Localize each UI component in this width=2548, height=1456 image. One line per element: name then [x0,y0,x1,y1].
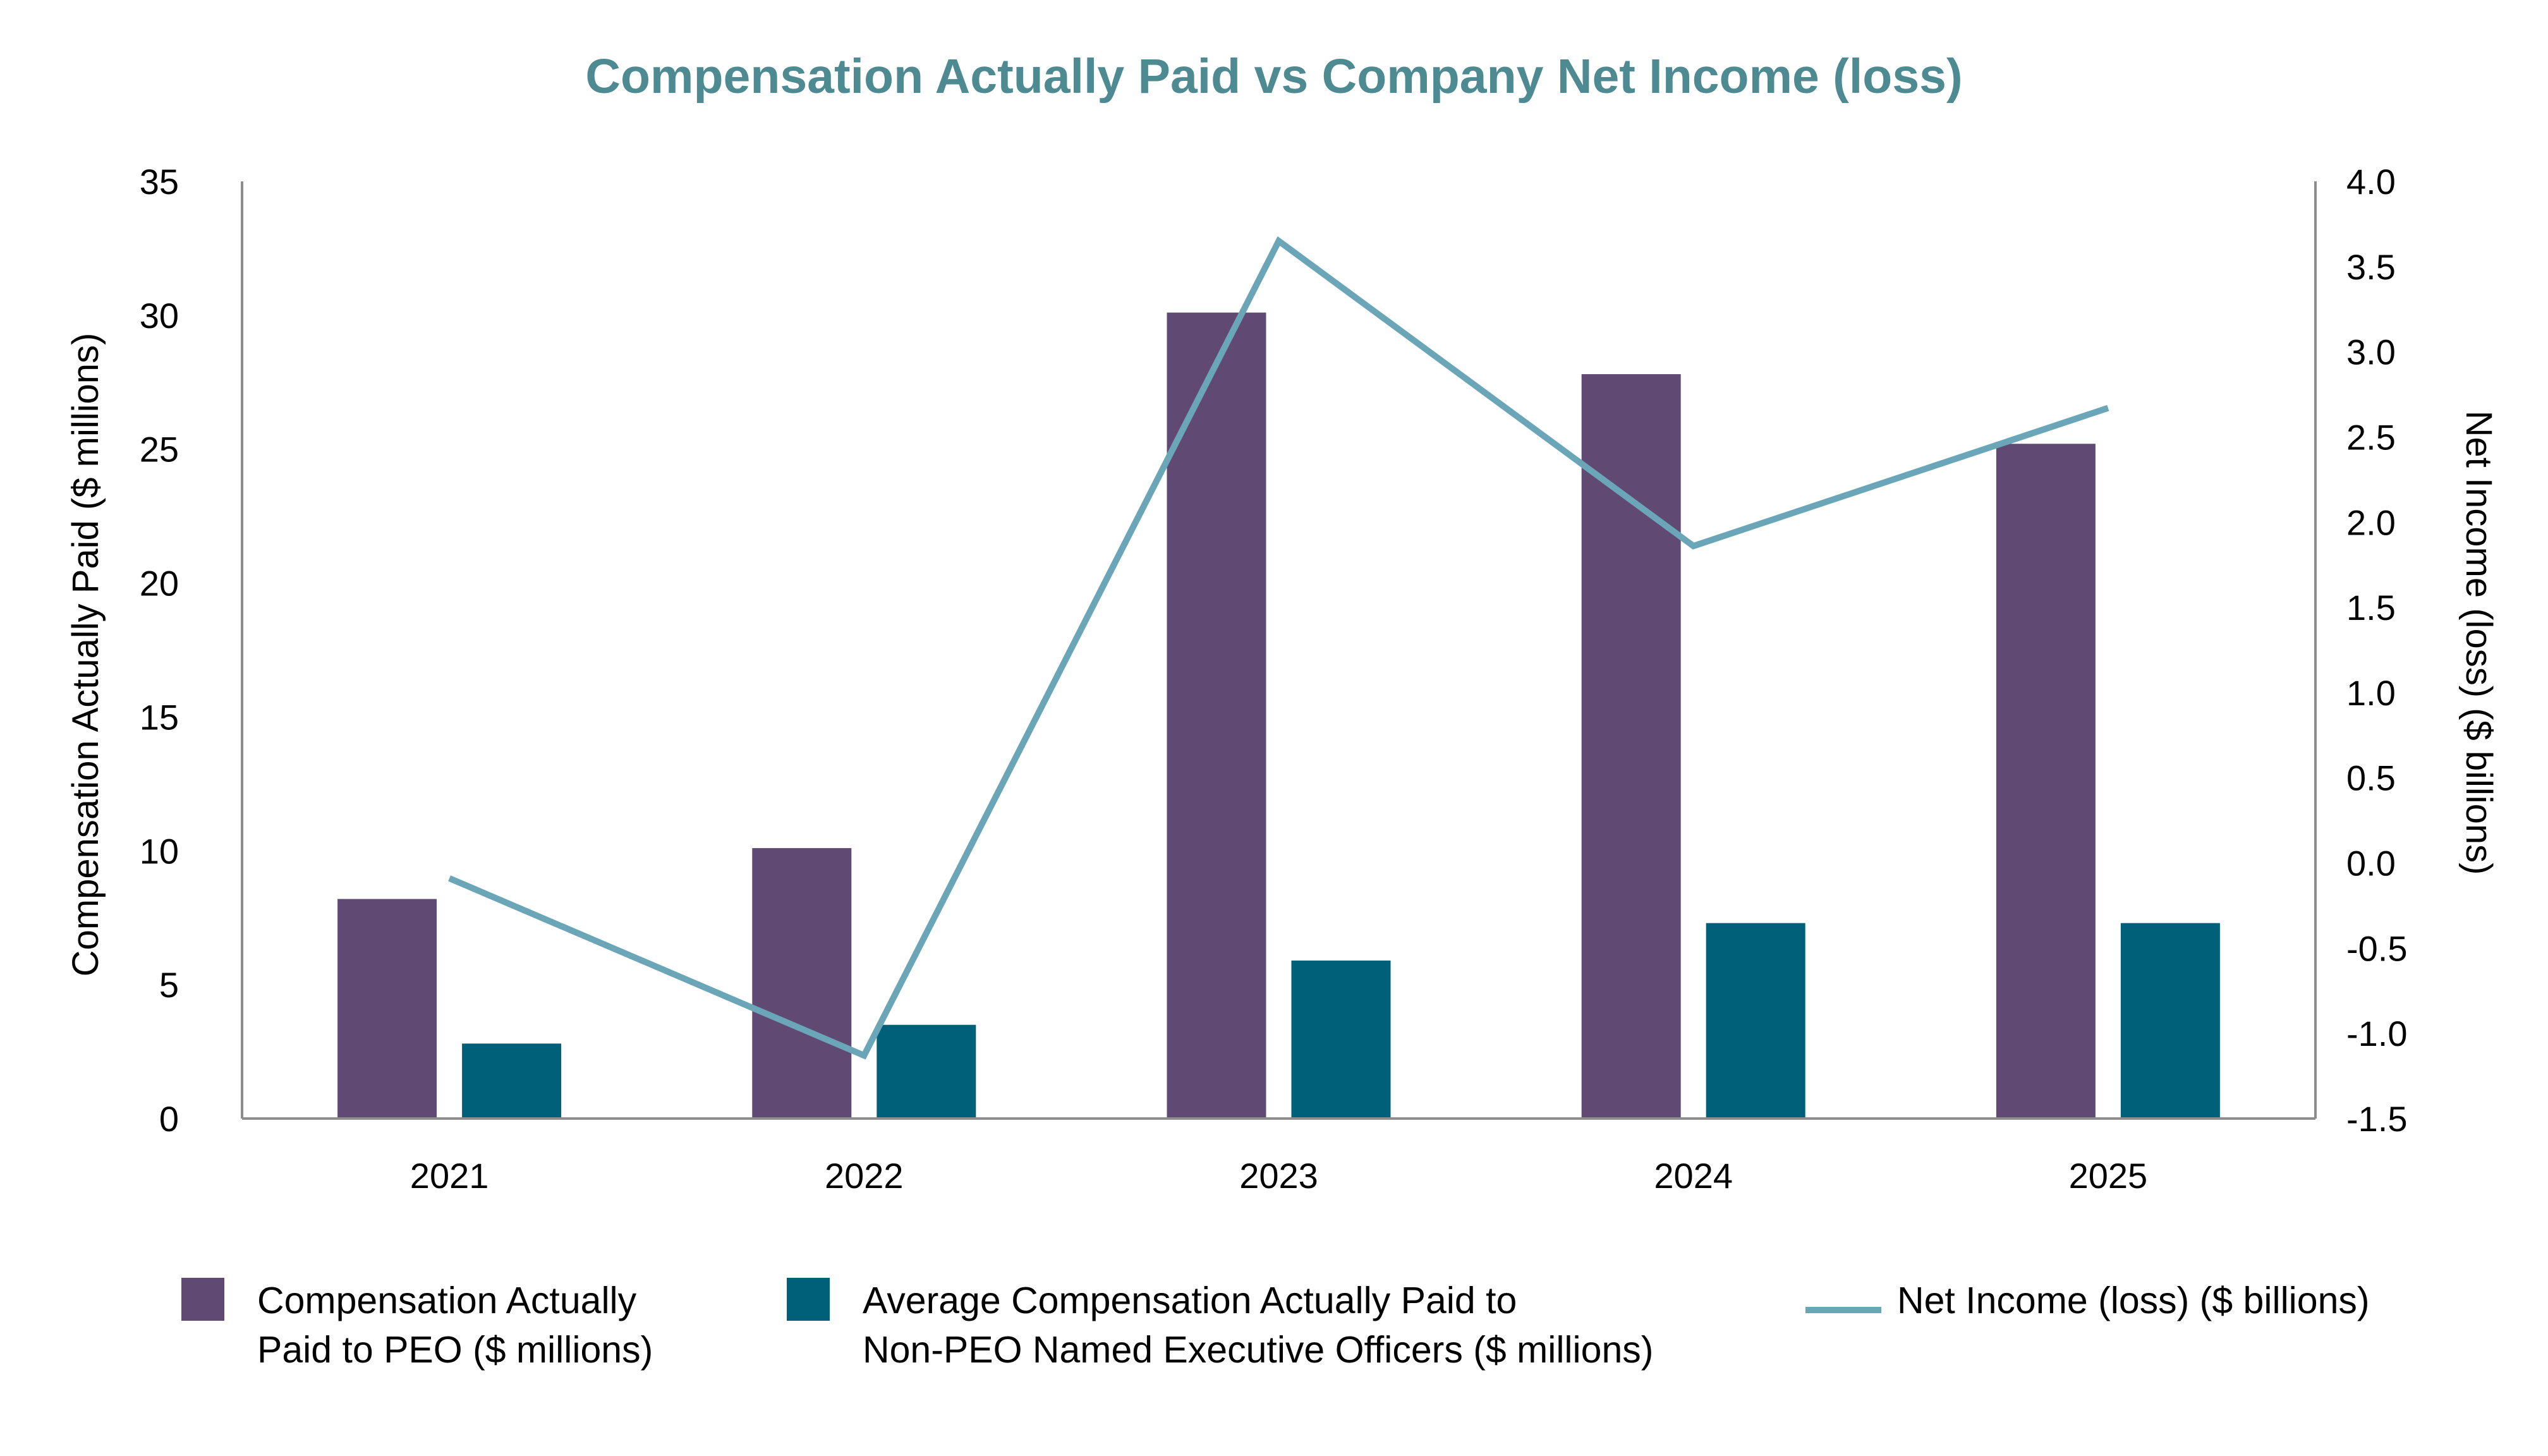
left-tick-label: 35 [140,162,179,202]
right-tick-label: 4.0 [2346,162,2396,202]
right-tick-label: 0.5 [2346,758,2396,798]
bars-group [337,312,2220,1119]
non-peo-bar [2120,923,2220,1119]
right-tick-label: 3.0 [2346,332,2396,372]
x-axis-ticks: 2021 2022 2023 2024 2025 [410,1156,2147,1196]
left-tick-label: 30 [140,296,179,336]
right-tick-label: 1.5 [2346,588,2396,628]
right-tick-label: 1.0 [2346,673,2396,713]
x-tick-label: 2025 [2069,1156,2148,1196]
non-peo-bar [877,1024,976,1119]
legend-non-peo-swatch [787,1278,830,1321]
right-tick-label: -1.5 [2346,1099,2408,1139]
right-tick-label: 2.0 [2346,502,2396,542]
left-tick-label: 20 [140,564,179,604]
right-tick-label: -0.5 [2346,928,2408,968]
legend: Compensation Actually Paid to PEO ($ mill… [181,1278,2370,1371]
peo-bar [1167,312,1266,1119]
right-tick-label: 3.5 [2346,247,2396,287]
right-tick-label: 0.0 [2346,844,2396,883]
x-tick-label: 2023 [1239,1156,1318,1196]
legend-net-income-label: Net Income (loss) ($ billions) [1897,1280,2370,1321]
net-income-line [448,236,2109,1060]
right-axis-title: Net Income (loss) ($ billions) [2458,411,2499,875]
left-tick-label: 0 [159,1099,179,1139]
non-peo-bar [1706,923,1805,1119]
legend-non-peo-label: Non-PEO Named Executive Officers ($ mill… [863,1329,1653,1371]
legend-peo-label: Paid to PEO ($ millions) [257,1329,653,1371]
legend-peo-label: Compensation Actually [257,1280,637,1321]
peo-bar [1996,444,2096,1119]
x-tick-label: 2022 [825,1156,904,1196]
left-tick-label: 25 [140,430,179,470]
peo-bar [1581,374,1681,1119]
right-tick-label: 2.5 [2346,417,2396,457]
left-tick-label: 5 [159,965,179,1005]
non-peo-bar [1291,961,1391,1119]
chart-title: Compensation Actually Paid vs Company Ne… [585,49,1962,104]
peo-bar [752,848,852,1119]
x-tick-label: 2021 [410,1156,489,1196]
peo-bar [337,899,437,1119]
left-tick-label: 10 [140,831,179,871]
axes-group [241,181,2317,1120]
legend-non-peo-label: Average Compensation Actually Paid to [863,1280,1517,1321]
x-tick-label: 2024 [1654,1156,1733,1196]
non-peo-bar [462,1043,562,1119]
net-income-line-group [448,236,2109,1060]
right-tick-label: -1.0 [2346,1014,2408,1053]
right-axis-ticks: -1.5 -1.0 -0.5 0.0 0.5 1.0 1.5 2.0 2.5 3.0 3.5 4.0 [2346,162,2408,1139]
left-axis-ticks: 0 5 10 15 20 25 30 35 [140,162,179,1139]
left-tick-label: 15 [140,697,179,737]
left-axis-title: Compensation Actually Paid ($ millions) [65,333,106,977]
legend-peo-swatch [181,1278,224,1321]
